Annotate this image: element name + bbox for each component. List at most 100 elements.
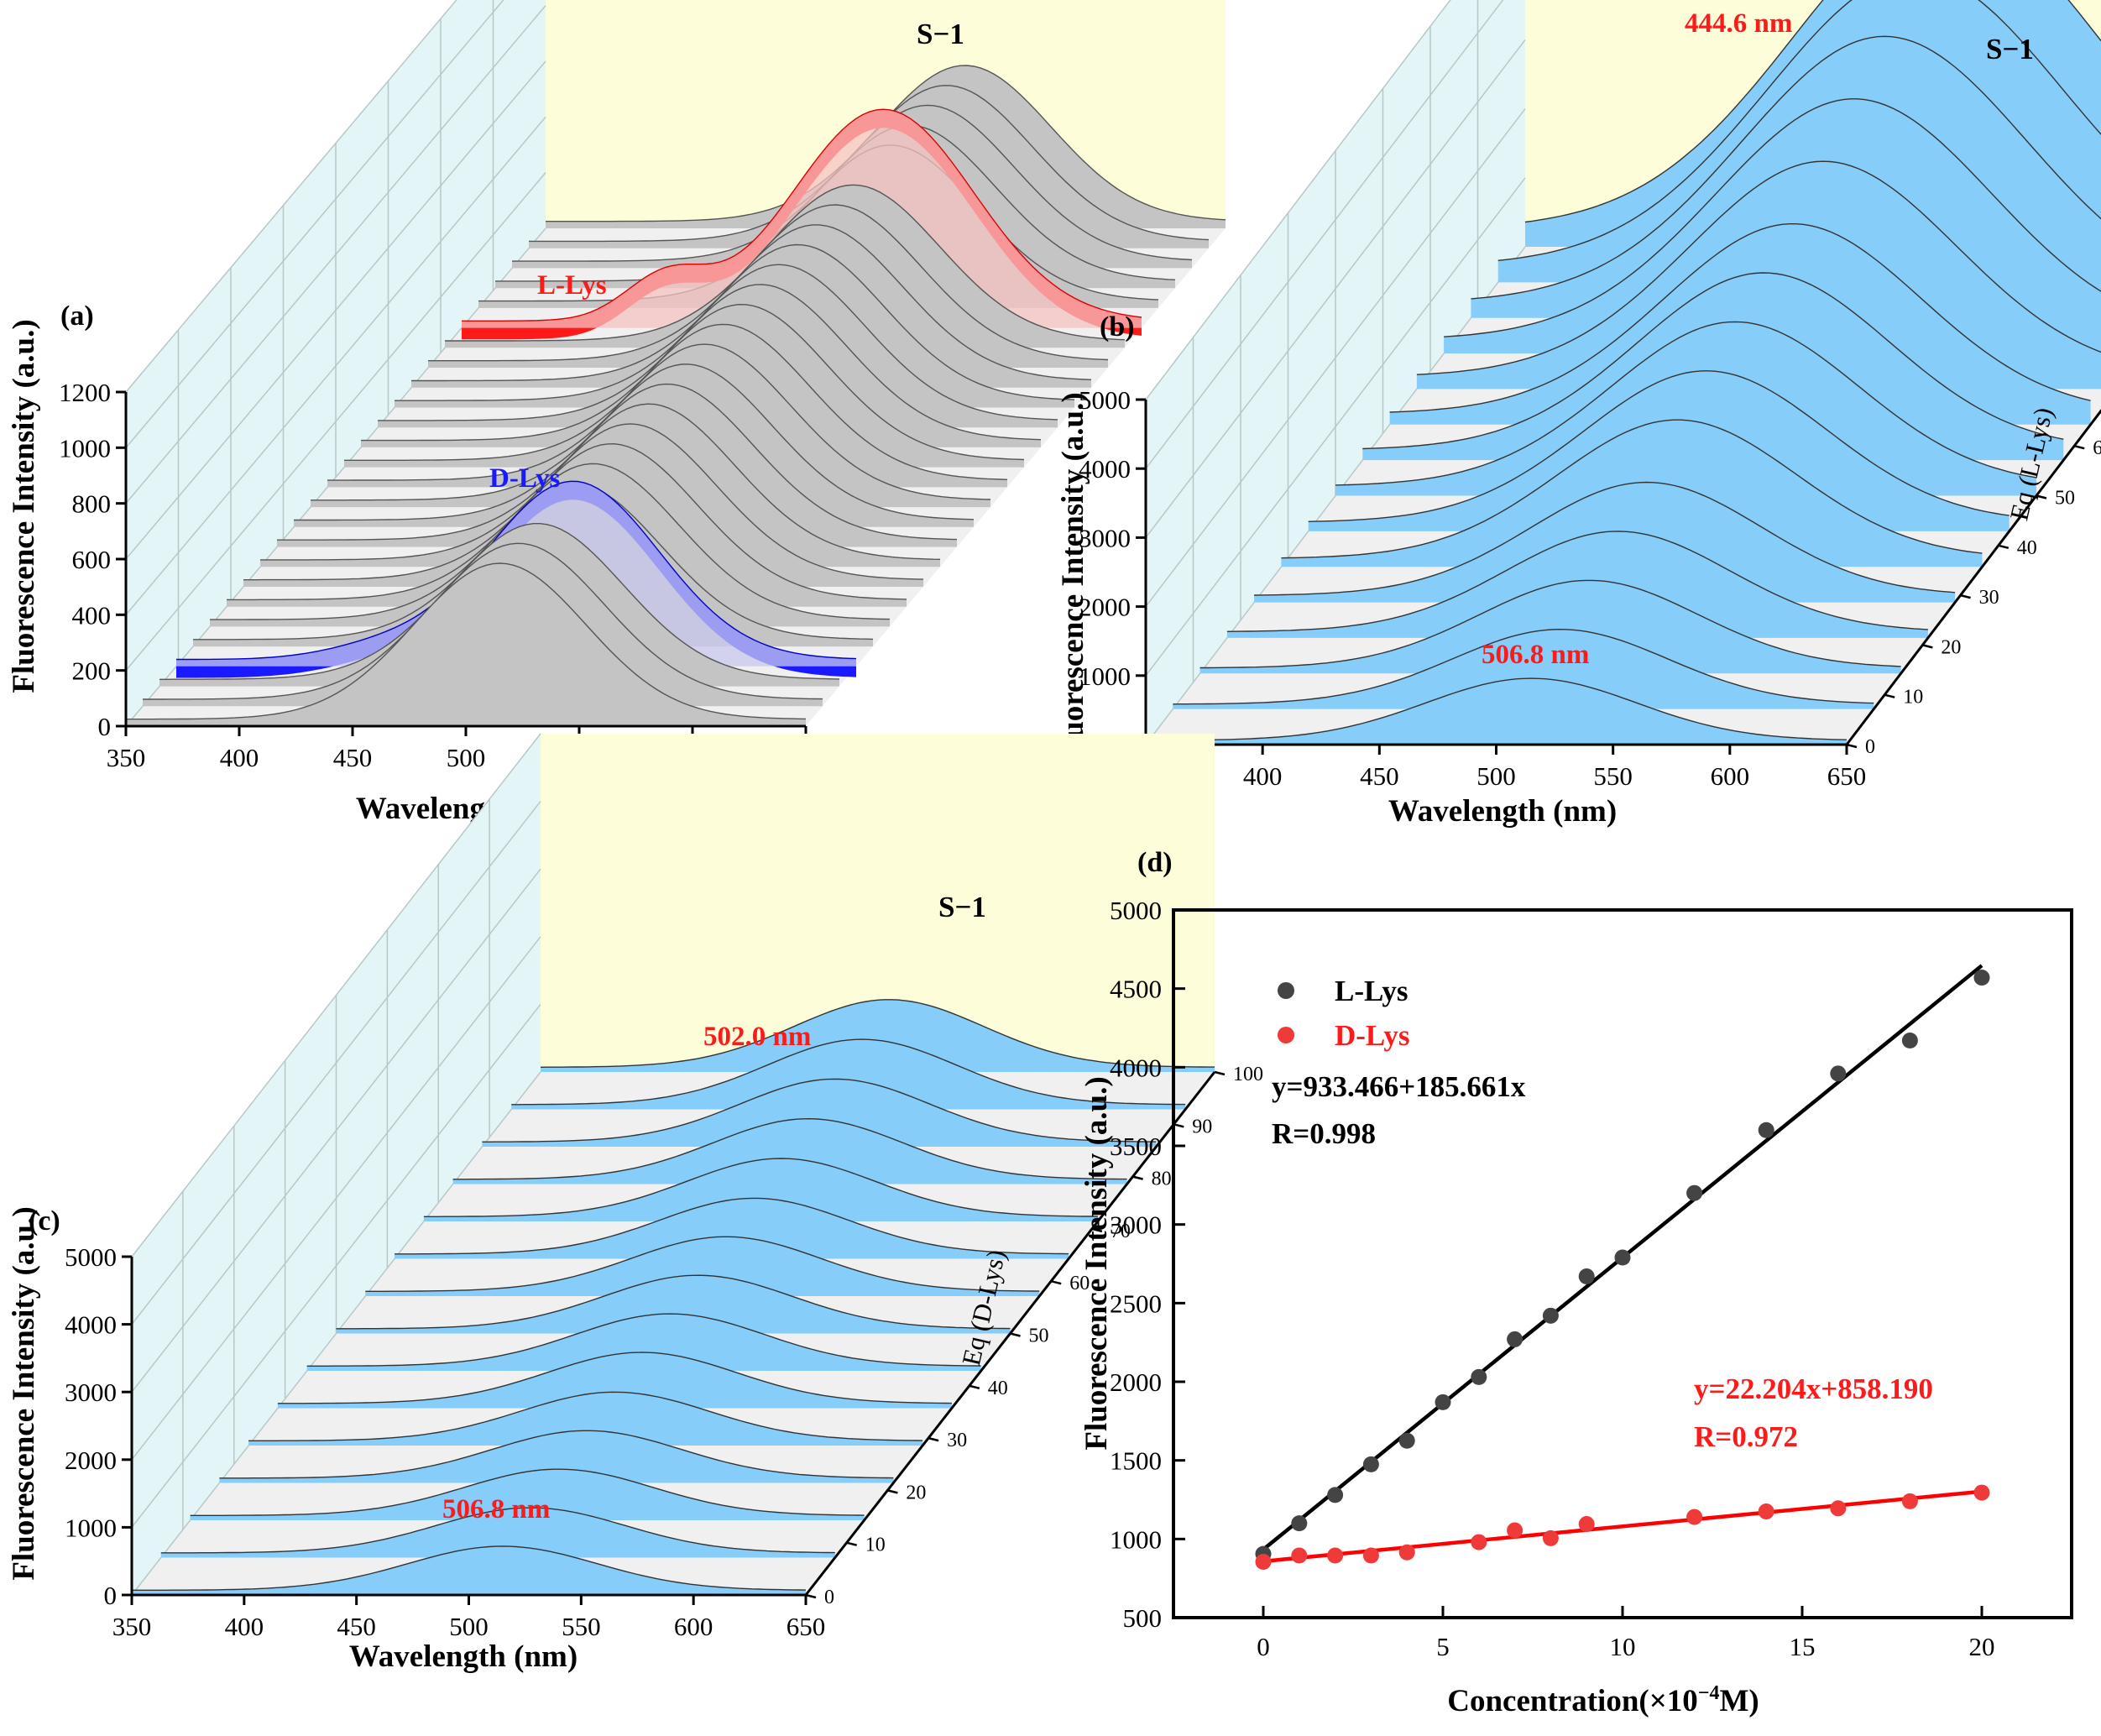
spectrum-line — [132, 1545, 807, 1592]
spectrum-line — [1173, 628, 1874, 705]
z-tick-label: 10 — [865, 1535, 886, 1556]
spectrum-area — [160, 1508, 835, 1558]
y-tick-label: 1500 — [1110, 1446, 1162, 1476]
x-tick-label: 0 — [1257, 1632, 1270, 1661]
panel-d-xlabel: Concentration(×10−4M) — [1447, 1682, 1759, 1718]
panel-b-spectra — [1146, 0, 2101, 745]
y-tick-label: 5000 — [1079, 385, 1131, 415]
z-tick — [1010, 1332, 1021, 1337]
spectrum-area — [511, 1039, 1186, 1110]
spectrum-line — [361, 284, 1042, 442]
spectrum-line — [1444, 98, 2101, 337]
y-tick-label: 1000 — [1110, 1524, 1162, 1554]
panel-d: 0 5 10 15 20 500 1000 1500 2000 2500 3000 3500 4000 4… — [1079, 847, 2073, 1718]
spectrum-line — [260, 403, 941, 561]
panel-a-title: S−1 — [917, 18, 964, 50]
data-point — [1471, 1368, 1487, 1385]
z-tick-label: 40 — [2017, 537, 2037, 559]
z-tick-label: 30 — [1979, 587, 1999, 609]
legend-l-lys: L-Lys — [1335, 975, 1409, 1007]
y-tick-label: 4500 — [1110, 975, 1162, 1004]
x-tick-label: 600 — [1711, 761, 1750, 791]
y-tick-label: 4000 — [1110, 1053, 1162, 1082]
data-point — [1255, 1553, 1272, 1570]
spectrum-line — [428, 204, 1109, 362]
annotation-end-peak: 444.6 nm — [1685, 8, 1792, 39]
panel-c-ylabel: Fluorescence Intensity (a.u.) — [7, 1206, 41, 1580]
spectrum-line — [176, 480, 857, 661]
panel-c: 350 400 450 500 550 600 6500100020003000400050… — [7, 733, 1263, 1674]
spectrum-line — [210, 463, 891, 620]
spectrum-line — [1416, 160, 2101, 375]
z-tick-label: 90 — [1192, 1116, 1212, 1137]
panel-d-ticks: 0 5 10 15 20 500 1000 1500 2000 2500 3000 3500 4000 4… — [1110, 896, 1995, 1661]
panel-c-label: (c) — [29, 1205, 60, 1237]
data-point — [1542, 1307, 1559, 1324]
spectrum-line — [159, 523, 840, 680]
spectrum-area — [306, 1314, 981, 1371]
z-tick-label: 0 — [1865, 736, 1875, 758]
y-tick-label: 4000 — [65, 1310, 117, 1340]
data-point — [1542, 1529, 1559, 1546]
y-tick-label: 3000 — [65, 1378, 117, 1407]
y-tick-label: 5000 — [65, 1242, 117, 1272]
spectrum-line — [294, 363, 975, 521]
spectrum-area — [365, 1237, 1040, 1296]
z-tick-label: 20 — [906, 1482, 926, 1503]
spectrum-line — [395, 1197, 1069, 1255]
x-tick-label: 550 — [1593, 761, 1633, 791]
z-tick-label: 30 — [947, 1430, 967, 1451]
spectrum-line — [190, 1468, 865, 1517]
x-tick-label: 650 — [787, 1612, 826, 1641]
spectrum-line — [445, 184, 1126, 342]
y-tick-label: 3000 — [1079, 523, 1131, 552]
x-tick-label: 350 — [107, 743, 146, 772]
spectrum-line — [1471, 35, 2101, 300]
y-tick-label: 3000 — [1110, 1210, 1162, 1240]
y-tick-label: 2000 — [1110, 1367, 1162, 1397]
spectrum-line — [1199, 579, 1901, 669]
y-tick-label: 1000 — [59, 433, 111, 463]
spectrum-area — [219, 1430, 894, 1483]
y-tick-label: 5000 — [1110, 896, 1162, 925]
panel-a: 3504004505005506006500200400600800100012… — [7, 0, 1226, 826]
z-tick — [1960, 593, 1971, 599]
spectrum-line — [1308, 370, 2010, 522]
annotation-l-lys: L-Lys — [537, 270, 607, 301]
spectrum-line — [540, 999, 1215, 1068]
spectrum-line — [365, 1236, 1040, 1293]
z-tick-label: 40 — [988, 1378, 1008, 1399]
annotation-d-lys: D-Lys — [489, 463, 561, 494]
spectrum-area — [336, 1275, 1011, 1334]
x-tick-label: 500 — [447, 743, 486, 772]
spectrum-line — [306, 1313, 981, 1367]
panel-b-ylabel: Fluorescence Intensity (a.u.) — [1056, 392, 1090, 766]
z-tick — [1884, 693, 1895, 698]
fit-line-1 — [1262, 1489, 1983, 1564]
back-wall — [541, 734, 1215, 1072]
spectrum-line — [1146, 677, 1848, 741]
spectrum-line — [219, 1430, 894, 1479]
y-tick-label: 800 — [72, 489, 112, 519]
panel-b-title: S−1 — [1986, 33, 2034, 65]
z-tick-label: 80 — [1152, 1169, 1172, 1190]
equation-d-lys: y=22.204x+858.190 — [1694, 1373, 1933, 1405]
y-tick-label: 1000 — [65, 1513, 117, 1542]
spectrum-area — [132, 1546, 806, 1595]
spectrum-area — [541, 999, 1215, 1072]
spectrum-line — [336, 1274, 1011, 1330]
spectrum-line — [1335, 321, 2037, 486]
panel-d-label: (d) — [1137, 847, 1173, 878]
spectrum-line — [243, 423, 924, 581]
z-tick — [969, 1384, 980, 1390]
legend-marker-d-lys — [1278, 1027, 1294, 1043]
spectrum-area — [1173, 629, 1874, 709]
data-point — [1901, 1493, 1918, 1509]
data-point — [1830, 1500, 1847, 1517]
annotation-start-peak: 506.8 nm — [1482, 640, 1589, 670]
data-point — [1362, 1547, 1379, 1564]
data-point — [1578, 1516, 1595, 1533]
z-tick — [1091, 1227, 1103, 1233]
data-point — [1973, 970, 1990, 986]
r-value-d-lys: R=0.972 — [1694, 1420, 1798, 1453]
